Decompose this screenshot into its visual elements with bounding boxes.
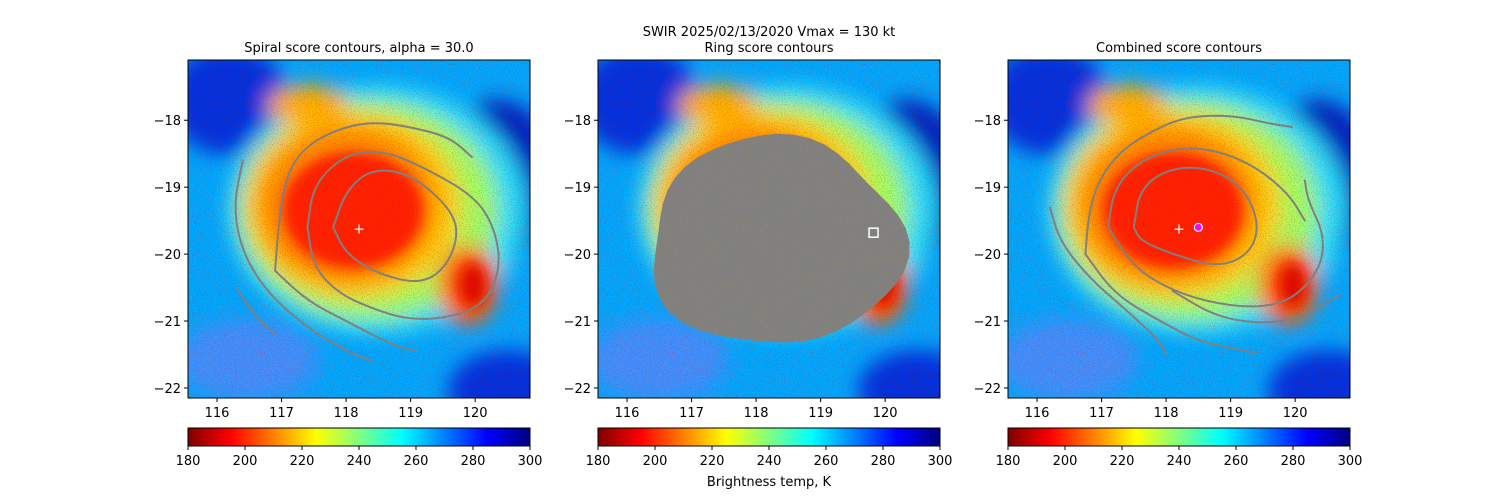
panel-ring: Ring score contours [564, 41, 953, 490]
colorbar-tick-label: 300 [1338, 454, 1363, 469]
colorbar-tick-label: 280 [1281, 454, 1306, 469]
combined-score-contours [1048, 114, 1342, 356]
y-tick-label: −19 [154, 181, 181, 196]
x-tick-label: 119 [1218, 406, 1243, 421]
colorbar-label: Brightness temp, K [707, 475, 832, 490]
y-tick-label: −19 [564, 181, 591, 196]
colorbar-tick-label: 260 [814, 454, 839, 469]
colorbar-tick-label: 180 [586, 454, 611, 469]
panel-title: Spiral score contours, alpha = 30.0 [244, 41, 473, 56]
x-tick-label: 116 [205, 406, 230, 421]
x-axis: 116 117 118 119 120 [205, 398, 488, 421]
panel-combined: Combined score contours [974, 41, 1363, 469]
x-tick-label: 118 [334, 406, 359, 421]
center-marker: + [353, 221, 365, 237]
figure-suptitle: SWIR 2025/02/13/2020 Vmax = 130 kt [643, 25, 896, 40]
y-axis: −18 −19 −20 −21 −22 [974, 114, 1008, 397]
colorbar-ticks: 180 200 220 240 260 280 300 [996, 446, 1363, 469]
colorbar: 180 200 220 240 260 280 300 [996, 427, 1363, 469]
candidate-square-marker [868, 227, 879, 238]
axes-frame [597, 59, 941, 399]
colorbar-tick-label: 200 [233, 454, 258, 469]
colorbar-tick-label: 200 [643, 454, 668, 469]
axes-frame [187, 59, 531, 399]
y-axis: −18 −19 −20 −21 −22 [564, 114, 598, 397]
y-tick-label: −22 [564, 382, 591, 397]
x-tick-label: 120 [463, 406, 488, 421]
contour-line [235, 286, 277, 336]
y-tick-label: −19 [974, 181, 1001, 196]
contour-line [332, 169, 458, 283]
contour-line [1084, 253, 1258, 355]
contour-line [1171, 289, 1342, 324]
colorbar-gradient [187, 427, 531, 447]
colorbar-tick-label: 240 [1167, 454, 1192, 469]
contour-line [1107, 179, 1324, 308]
contour-line [234, 159, 373, 363]
x-axis: 116 117 118 119 120 [615, 398, 898, 421]
candidate-circle-marker [1193, 222, 1203, 232]
y-tick-label: −22 [154, 382, 181, 397]
y-tick-label: −20 [154, 248, 181, 263]
x-tick-label: 117 [1089, 406, 1114, 421]
contour-line [274, 269, 419, 353]
colorbar-tick-label: 260 [404, 454, 429, 469]
colorbar-gradient [597, 427, 941, 447]
y-tick-label: −18 [564, 114, 591, 129]
colorbar: 180 200 220 240 260 280 300 Brightness temp, K [586, 427, 953, 490]
x-tick-label: 120 [1283, 406, 1308, 421]
colorbar-tick-label: 220 [290, 454, 315, 469]
x-tick-label: 119 [398, 406, 423, 421]
colorbar-ticks: 180 200 220 240 260 280 300 [586, 446, 953, 469]
center-marker: + [1173, 221, 1185, 237]
colorbar-ticks: 180 200 220 240 260 280 300 [176, 446, 543, 469]
x-tick-label: 119 [808, 406, 833, 421]
contour-line [1132, 166, 1258, 266]
y-tick-label: −21 [154, 315, 181, 330]
colorbar-tick-label: 280 [461, 454, 486, 469]
contour-line [306, 150, 500, 320]
brightness-temperature-image [1008, 60, 1350, 398]
colorbar-tick-label: 300 [928, 454, 953, 469]
colorbar-tick-label: 300 [518, 454, 543, 469]
contour-line [1048, 206, 1168, 356]
contour-line [1107, 147, 1306, 229]
axes-frame [1007, 59, 1351, 399]
spiral-score-contours [234, 122, 500, 363]
y-tick-label: −21 [564, 315, 591, 330]
colorbar-tick-label: 220 [1110, 454, 1135, 469]
colorbar-tick-label: 280 [871, 454, 896, 469]
colorbar-tick-label: 180 [176, 454, 201, 469]
x-tick-label: 120 [873, 406, 898, 421]
colorbar-tick-label: 240 [757, 454, 782, 469]
x-tick-label: 117 [269, 406, 294, 421]
x-tick-label: 118 [744, 406, 769, 421]
x-axis: 116 117 118 119 120 [1025, 398, 1308, 421]
y-tick-label: −20 [564, 248, 591, 263]
x-tick-label: 116 [615, 406, 640, 421]
colorbar-gradient [1007, 427, 1351, 447]
contour-line [1084, 114, 1293, 256]
colorbar-tick-label: 200 [1053, 454, 1078, 469]
panel-title: Combined score contours [1096, 41, 1262, 56]
y-tick-label: −20 [974, 248, 1001, 263]
colorbar: 180 200 220 240 260 280 300 [176, 427, 543, 469]
y-tick-label: −21 [974, 315, 1001, 330]
colorbar-tick-label: 240 [347, 454, 372, 469]
y-tick-label: −18 [154, 114, 181, 129]
y-tick-label: −18 [974, 114, 1001, 129]
x-tick-label: 118 [1154, 406, 1179, 421]
x-tick-label: 117 [679, 406, 704, 421]
panel-spiral: Spiral score contours, alpha = 30.0 [154, 41, 543, 469]
colorbar-tick-label: 180 [996, 454, 1021, 469]
y-axis: −18 −19 −20 −21 −22 [154, 114, 188, 397]
panel-title: Ring score contours [704, 41, 833, 56]
x-tick-label: 116 [1025, 406, 1050, 421]
colorbar-tick-label: 260 [1224, 454, 1249, 469]
y-tick-label: −22 [974, 382, 1001, 397]
contour-line [274, 122, 473, 272]
colorbar-tick-label: 220 [700, 454, 725, 469]
brightness-temperature-image [188, 60, 530, 398]
